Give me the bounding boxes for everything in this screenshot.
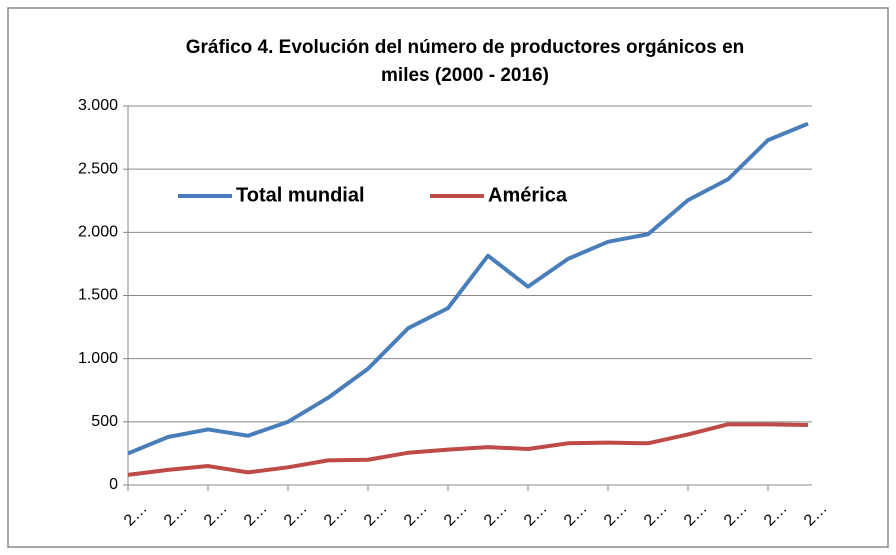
legend-label: América — [488, 184, 568, 206]
chart-title: Gráfico 4. Evolución del número de produ… — [186, 37, 745, 86]
y-tick-label: 500 — [91, 413, 118, 430]
series-line — [127, 422, 809, 477]
y-tick-label: 1.500 — [78, 287, 118, 304]
y-tick-label: 2.500 — [78, 160, 118, 177]
y-tick-label: 2.000 — [78, 224, 118, 241]
y-tick-label: 0 — [109, 476, 118, 493]
y-tick-label: 1.000 — [78, 350, 118, 367]
series-line — [127, 121, 809, 456]
chart-frame — [7, 7, 889, 548]
legend-label: Total mundial — [236, 184, 365, 206]
y-tick-label: 3.000 — [78, 97, 118, 114]
